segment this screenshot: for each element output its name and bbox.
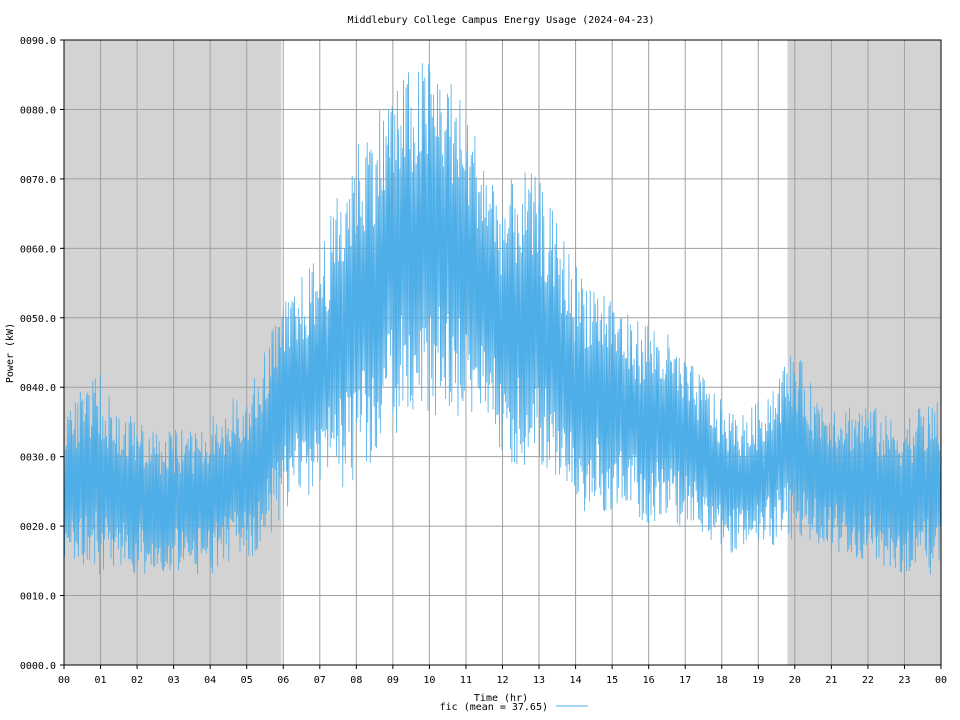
series-layer: [63, 63, 942, 575]
y-tick-label: 0010.0: [20, 592, 56, 603]
x-tick-label: 23: [898, 675, 910, 686]
x-tick-label: 03: [168, 675, 180, 686]
night-shade-1: [787, 40, 941, 665]
x-tick-label: 18: [716, 675, 728, 686]
x-tick-label: 01: [95, 675, 107, 686]
y-axis-label: Power (kW): [5, 323, 16, 383]
x-tick-label: 10: [423, 675, 435, 686]
x-tick-label: 00: [935, 675, 947, 686]
y-tick-label: 0050.0: [20, 314, 56, 325]
y-tick-label: 0060.0: [20, 244, 56, 255]
y-tick-label: 0000.0: [20, 661, 56, 672]
x-tick-label: 14: [570, 675, 582, 686]
x-tick-label: 09: [387, 675, 399, 686]
x-tick-label: 13: [533, 675, 545, 686]
x-tick-labels: 00 01 02 03 04 05 06 07 08 09 10 11 12 13 14 15 16 17 18 19…: [58, 675, 947, 686]
x-tick-label: 02: [131, 675, 143, 686]
x-tick-label: 16: [643, 675, 655, 686]
x-tick-label: 21: [825, 675, 837, 686]
x-tick-label: 12: [496, 675, 508, 686]
plot-frame: [63, 39, 942, 666]
x-axis-label: Time (hr): [474, 693, 528, 704]
x-tick-label: 04: [204, 675, 216, 686]
x-tick-label: 15: [606, 675, 618, 686]
x-tick-label: 20: [789, 675, 801, 686]
x-tick-label: 08: [350, 675, 362, 686]
y-tick-label: 0090.0: [20, 36, 56, 47]
night-shade-0: [64, 40, 282, 665]
x-tick-label: 00: [58, 675, 70, 686]
y-tick-label: 0040.0: [20, 383, 56, 394]
x-tick-label: 17: [679, 675, 691, 686]
x-tick-label: 11: [460, 675, 472, 686]
x-tick-label: 19: [752, 675, 764, 686]
x-tick-label: 06: [277, 675, 289, 686]
x-tick-label: 22: [862, 675, 874, 686]
x-tick-label: 07: [314, 675, 326, 686]
y-tick-labels: 0000.0 0010.0 0020.0 0030.0 0040.0 0050.0 0060…: [20, 36, 56, 672]
y-tick-label: 0030.0: [20, 453, 56, 464]
y-tick-label: 0070.0: [20, 175, 56, 186]
chart-title: Middlebury College Campus Energy Usage (…: [347, 15, 654, 26]
y-tick-label: 0080.0: [20, 105, 56, 116]
y-tick-label: 0020.0: [20, 522, 56, 533]
series-line-fic: [63, 63, 942, 575]
legend-label: fic (mean = 37.65): [440, 702, 548, 713]
x-tick-label: 05: [241, 675, 253, 686]
